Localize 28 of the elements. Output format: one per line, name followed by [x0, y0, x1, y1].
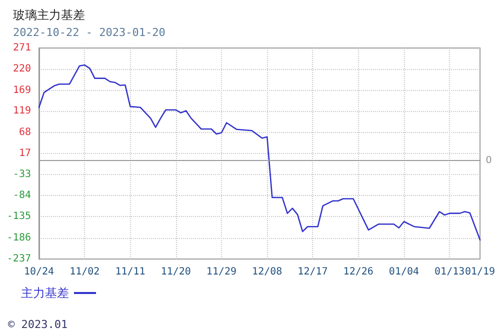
x-tick-label: 01/13 [434, 266, 465, 278]
chart-title: 玻璃主力基差 [13, 8, 85, 22]
text: © 2023.01 [8, 318, 68, 331]
y-tick-label: 119 [12, 106, 31, 117]
y-tick-label: 68 [18, 126, 31, 138]
x-tick-label: 12/26 [343, 266, 374, 278]
line-series [38, 64, 481, 241]
y-tick-label: -84 [12, 190, 31, 201]
x-tick-label: 12/17 [298, 266, 328, 278]
ref-line-label: 0 [486, 155, 492, 166]
x-tick-label: 11/11 [115, 266, 146, 278]
chart-subtitle: 2022-10-22 - 2023-01-20 [13, 26, 166, 39]
x-tick-label: 11/02 [70, 266, 100, 278]
x-tick-label: 10/24 [24, 266, 54, 278]
x-tick-label: 01/19 [464, 266, 496, 278]
x-tick-label: 11/29 [206, 266, 237, 278]
y-tick-label: -135 [6, 211, 31, 222]
x-tick-label: 01/04 [388, 266, 420, 278]
y-tick-label: -186 [6, 232, 31, 244]
y-tick-label: -33 [12, 168, 31, 180]
x-tick-label: 12/08 [252, 266, 282, 278]
y-tick-label: -237 [6, 254, 31, 264]
legend-label: 主力基差 [21, 286, 69, 300]
y-tick-label: 271 [12, 42, 31, 54]
x-tick-label: 11/20 [160, 266, 191, 278]
y-tick-label: 220 [12, 64, 31, 75]
y-tick-label: 169 [12, 84, 31, 96]
y-tick-label: 17 [18, 148, 31, 159]
